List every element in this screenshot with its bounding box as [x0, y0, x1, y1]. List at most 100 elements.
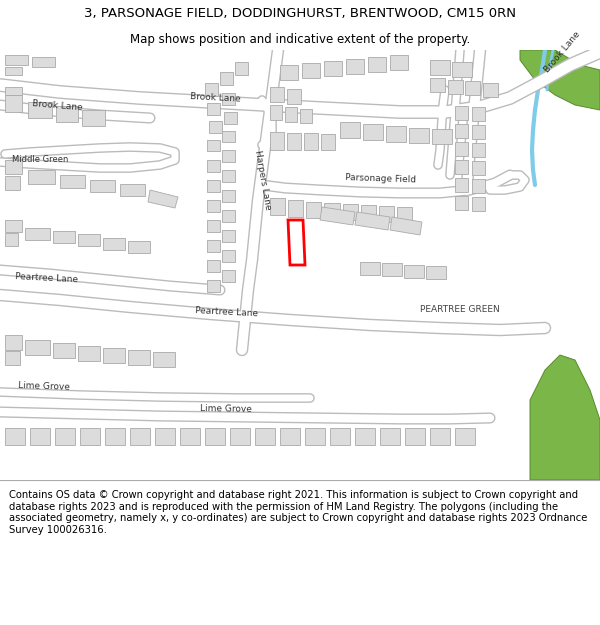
- Polygon shape: [222, 250, 235, 262]
- Polygon shape: [346, 59, 364, 74]
- Polygon shape: [80, 428, 100, 445]
- Polygon shape: [330, 428, 350, 445]
- Polygon shape: [379, 206, 394, 222]
- Polygon shape: [5, 351, 20, 365]
- Polygon shape: [155, 428, 175, 445]
- Polygon shape: [207, 240, 220, 252]
- Polygon shape: [207, 180, 220, 192]
- Polygon shape: [207, 200, 220, 212]
- Polygon shape: [302, 63, 320, 78]
- Polygon shape: [472, 125, 485, 139]
- Polygon shape: [426, 266, 446, 279]
- Polygon shape: [455, 160, 468, 174]
- Polygon shape: [285, 107, 297, 122]
- Polygon shape: [28, 170, 55, 184]
- Polygon shape: [472, 197, 485, 211]
- Text: Lime Grove: Lime Grove: [18, 381, 70, 392]
- Polygon shape: [180, 428, 200, 445]
- Polygon shape: [120, 184, 145, 196]
- Polygon shape: [287, 133, 301, 150]
- Polygon shape: [207, 140, 220, 151]
- Polygon shape: [320, 207, 355, 225]
- Polygon shape: [60, 175, 85, 188]
- Polygon shape: [78, 234, 100, 246]
- Polygon shape: [432, 129, 452, 144]
- Polygon shape: [207, 220, 220, 232]
- Polygon shape: [390, 55, 408, 70]
- Polygon shape: [103, 238, 125, 250]
- Polygon shape: [397, 207, 412, 223]
- Text: Brook Lane: Brook Lane: [543, 29, 583, 74]
- Polygon shape: [130, 428, 150, 445]
- Polygon shape: [270, 132, 284, 150]
- Polygon shape: [380, 428, 400, 445]
- Polygon shape: [465, 81, 480, 95]
- Polygon shape: [220, 72, 233, 85]
- Polygon shape: [5, 176, 20, 190]
- Polygon shape: [5, 67, 22, 75]
- Polygon shape: [343, 204, 358, 220]
- Polygon shape: [28, 102, 52, 118]
- Polygon shape: [520, 50, 600, 110]
- Polygon shape: [222, 190, 235, 202]
- Polygon shape: [32, 57, 55, 67]
- Polygon shape: [222, 131, 235, 142]
- Polygon shape: [363, 124, 383, 140]
- Polygon shape: [78, 346, 100, 361]
- Polygon shape: [390, 217, 422, 235]
- Polygon shape: [270, 87, 284, 102]
- Polygon shape: [472, 179, 485, 193]
- Text: Peartree Lane: Peartree Lane: [15, 272, 79, 284]
- Polygon shape: [153, 352, 175, 367]
- Polygon shape: [205, 83, 218, 96]
- Polygon shape: [5, 233, 18, 246]
- Polygon shape: [82, 110, 105, 126]
- Polygon shape: [287, 89, 301, 104]
- Polygon shape: [5, 220, 22, 232]
- Text: Map shows position and indicative extent of the property.: Map shows position and indicative extent…: [130, 32, 470, 46]
- Polygon shape: [222, 170, 235, 182]
- Text: Middle Green: Middle Green: [12, 155, 68, 164]
- Polygon shape: [305, 428, 325, 445]
- Polygon shape: [324, 61, 342, 76]
- Polygon shape: [455, 106, 468, 120]
- Polygon shape: [222, 93, 235, 105]
- Polygon shape: [368, 57, 386, 72]
- Polygon shape: [128, 350, 150, 365]
- Polygon shape: [205, 428, 225, 445]
- Polygon shape: [304, 133, 318, 150]
- Polygon shape: [5, 335, 22, 350]
- Polygon shape: [430, 60, 450, 75]
- Polygon shape: [5, 87, 22, 95]
- Polygon shape: [530, 355, 600, 480]
- Polygon shape: [5, 55, 28, 65]
- Polygon shape: [222, 270, 235, 282]
- Polygon shape: [207, 260, 220, 272]
- Polygon shape: [361, 205, 376, 221]
- Polygon shape: [340, 122, 360, 138]
- Polygon shape: [207, 280, 220, 292]
- Polygon shape: [386, 126, 406, 142]
- Polygon shape: [148, 190, 178, 208]
- Polygon shape: [90, 180, 115, 192]
- Polygon shape: [483, 83, 498, 97]
- Polygon shape: [355, 428, 375, 445]
- Polygon shape: [455, 196, 468, 210]
- Polygon shape: [430, 428, 450, 445]
- Polygon shape: [25, 340, 50, 355]
- Polygon shape: [270, 105, 282, 120]
- Polygon shape: [288, 200, 303, 217]
- Polygon shape: [321, 134, 335, 150]
- Polygon shape: [224, 112, 237, 124]
- Polygon shape: [235, 62, 248, 75]
- Polygon shape: [222, 210, 235, 222]
- Polygon shape: [56, 106, 78, 122]
- Polygon shape: [455, 428, 475, 445]
- Text: 3, PARSONAGE FIELD, DODDINGHURST, BRENTWOOD, CM15 0RN: 3, PARSONAGE FIELD, DODDINGHURST, BRENTW…: [84, 8, 516, 21]
- Polygon shape: [382, 263, 402, 276]
- Polygon shape: [455, 142, 468, 156]
- Polygon shape: [404, 265, 424, 278]
- Polygon shape: [280, 65, 298, 80]
- Polygon shape: [222, 150, 235, 162]
- Text: Harpers Lane: Harpers Lane: [253, 149, 272, 211]
